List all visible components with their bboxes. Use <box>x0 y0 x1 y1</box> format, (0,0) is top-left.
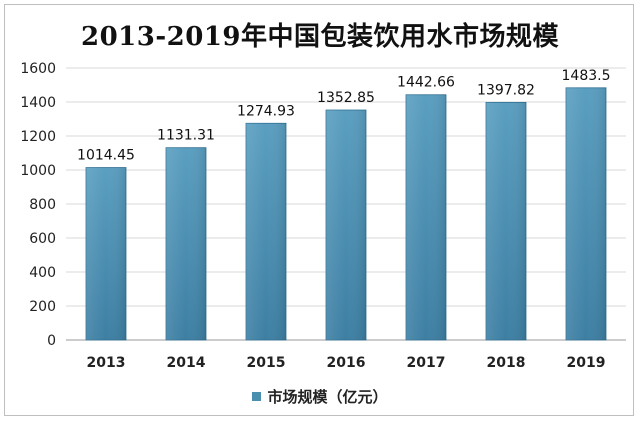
x-tick-label: 2013 <box>87 355 126 371</box>
data-label: 1014.45 <box>77 148 135 164</box>
bar-shading <box>86 167 126 340</box>
bar-shading <box>166 147 206 340</box>
chart-title: 2013-2019年中国包装饮用水市场规模 <box>80 22 560 52</box>
y-tick-label: 1400 <box>20 95 56 111</box>
x-tick-label: 2019 <box>567 355 606 371</box>
x-tick-label: 2014 <box>167 355 206 371</box>
data-label: 1131.31 <box>157 128 215 144</box>
y-tick-label: 1600 <box>20 61 56 77</box>
legend-label: 市场规模（亿元） <box>267 388 388 406</box>
data-label: 1483.5 <box>562 68 611 84</box>
y-tick-label: 600 <box>29 231 56 247</box>
data-label: 1274.93 <box>237 103 295 119</box>
data-label: 1397.82 <box>477 82 535 98</box>
legend: 市场规模（亿元） <box>0 386 640 407</box>
y-tick-label: 200 <box>29 299 56 315</box>
bar-shading <box>406 94 446 340</box>
axes: 0 200 400 600 800 1000 1200 1400 1600 2013 2014 201… <box>20 61 626 371</box>
y-tick-label: 1000 <box>20 163 56 179</box>
y-tick-label: 800 <box>29 197 56 213</box>
bar-shading <box>246 123 286 340</box>
bar-shading <box>486 102 526 340</box>
x-tick-label: 2017 <box>407 355 446 371</box>
bar-shading <box>326 110 366 340</box>
x-tick-label: 2016 <box>327 355 366 371</box>
y-tick-label: 0 <box>47 333 56 349</box>
bar-shading <box>566 87 606 341</box>
x-tick-label: 2015 <box>247 355 286 371</box>
bars <box>85 87 607 341</box>
data-label: 1442.66 <box>397 75 455 91</box>
legend-swatch <box>252 392 262 401</box>
y-tick-label: 1200 <box>20 129 56 145</box>
data-label: 1352.85 <box>317 90 375 106</box>
data-labels: 1014.45 1131.31 1274.93 1352.85 1442.66 1397.… <box>77 68 610 164</box>
y-tick-label: 400 <box>29 265 56 281</box>
x-tick-label: 2018 <box>487 355 526 371</box>
